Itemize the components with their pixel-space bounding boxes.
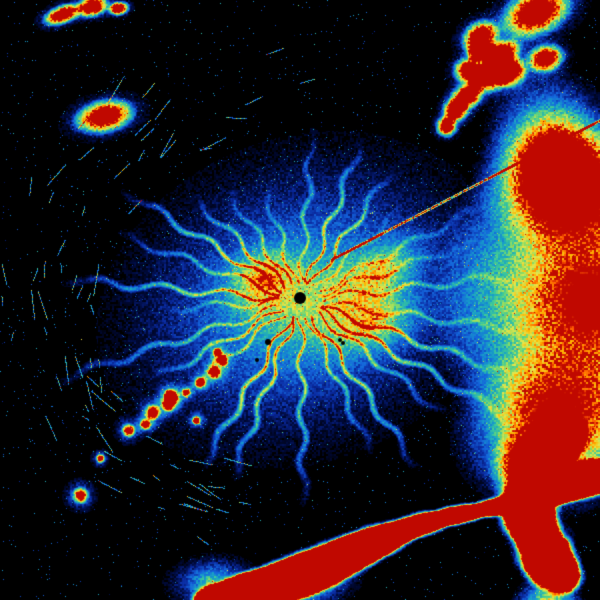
image-canvas: False-color intensity map of a diffuse e… (0, 0, 600, 600)
false-color-sky-image (0, 0, 600, 600)
